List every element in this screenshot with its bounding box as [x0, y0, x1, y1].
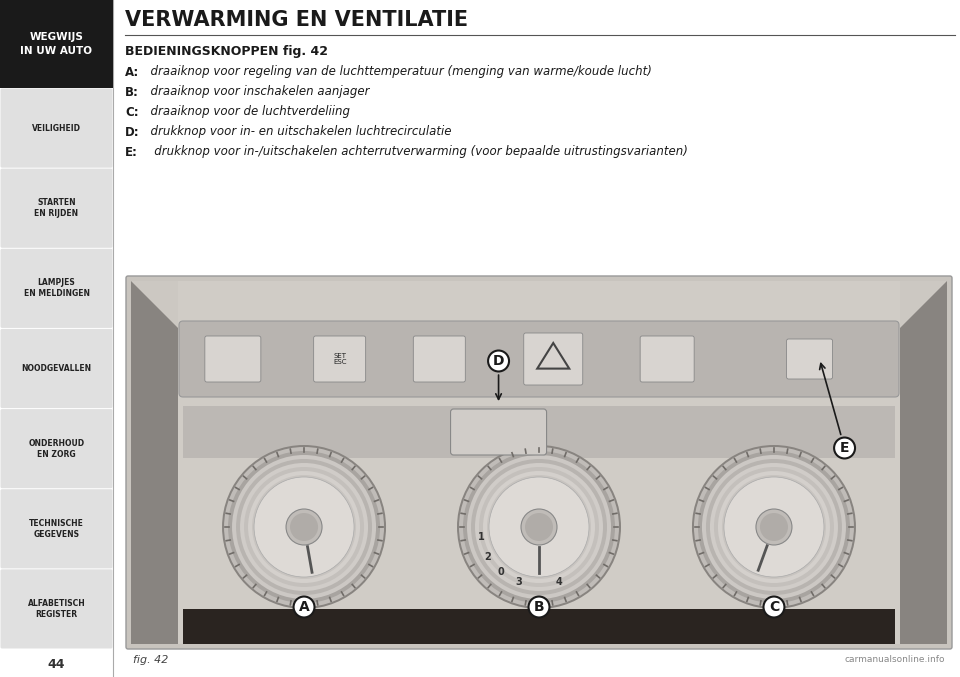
Text: draaiknop voor regeling van de luchttemperatuur (menging van warme/koude lucht): draaiknop voor regeling van de luchttemp… — [143, 66, 652, 79]
Bar — [178, 281, 900, 644]
FancyBboxPatch shape — [1, 248, 112, 328]
Text: A:: A: — [125, 66, 139, 79]
Circle shape — [692, 445, 856, 609]
Text: SET
ESC: SET ESC — [333, 353, 347, 366]
Circle shape — [698, 451, 850, 603]
FancyBboxPatch shape — [1, 569, 112, 649]
Circle shape — [463, 451, 615, 603]
Text: 2: 2 — [485, 552, 492, 561]
FancyBboxPatch shape — [450, 409, 546, 455]
Text: carmanualsonline.info: carmanualsonline.info — [845, 655, 945, 664]
Bar — [0, 0, 113, 88]
Circle shape — [228, 451, 380, 603]
Text: D:: D: — [125, 125, 139, 139]
Text: WEGWIJS
IN UW AUTO: WEGWIJS IN UW AUTO — [20, 32, 92, 56]
Circle shape — [722, 475, 826, 579]
FancyBboxPatch shape — [1, 329, 112, 408]
FancyBboxPatch shape — [1, 409, 112, 488]
Circle shape — [224, 447, 384, 607]
Text: ONDERHOUD
EN ZORG: ONDERHOUD EN ZORG — [29, 439, 84, 459]
Text: E: E — [820, 364, 850, 455]
FancyBboxPatch shape — [204, 336, 261, 382]
Text: draaiknop voor inschakelen aanjager: draaiknop voor inschakelen aanjager — [143, 85, 370, 98]
Circle shape — [718, 471, 830, 583]
Circle shape — [694, 447, 854, 607]
Circle shape — [525, 513, 553, 541]
Text: fig. 42: fig. 42 — [133, 655, 168, 665]
Circle shape — [475, 463, 603, 591]
Circle shape — [710, 463, 838, 591]
Circle shape — [457, 445, 621, 609]
Circle shape — [724, 477, 824, 577]
Text: E:: E: — [125, 146, 138, 158]
Text: LAMPJES
EN MELDINGEN: LAMPJES EN MELDINGEN — [23, 278, 89, 299]
Circle shape — [479, 467, 599, 587]
Text: ALFABETISCH
REGISTER: ALFABETISCH REGISTER — [28, 599, 85, 619]
Text: NOODGEVALLEN: NOODGEVALLEN — [21, 364, 91, 373]
Circle shape — [471, 459, 607, 595]
Circle shape — [248, 471, 360, 583]
Text: A: A — [299, 600, 309, 614]
Text: drukknop voor in- en uitschakelen luchtrecirculatie: drukknop voor in- en uitschakelen luchtr… — [143, 125, 451, 139]
Polygon shape — [131, 281, 178, 644]
Text: drukknop voor in-/uitschakelen achterrutverwarming (voor bepaalde uitrustingsvar: drukknop voor in-/uitschakelen achterrut… — [143, 146, 688, 158]
Circle shape — [252, 475, 356, 579]
Text: BEDIENINGSKNOPPEN fig. 42: BEDIENINGSKNOPPEN fig. 42 — [125, 45, 328, 58]
Text: 4: 4 — [556, 577, 563, 588]
Text: draaiknop voor de luchtverdeliing: draaiknop voor de luchtverdeliing — [143, 106, 350, 118]
FancyBboxPatch shape — [414, 336, 466, 382]
Circle shape — [244, 467, 364, 587]
Text: B:: B: — [125, 85, 139, 98]
Circle shape — [222, 445, 386, 609]
FancyBboxPatch shape — [179, 321, 899, 397]
Circle shape — [286, 509, 322, 545]
Circle shape — [236, 459, 372, 595]
FancyBboxPatch shape — [1, 489, 112, 569]
Circle shape — [489, 477, 589, 577]
Text: VEILIGHEID: VEILIGHEID — [32, 124, 81, 133]
Text: VERWARMING EN VENTILATIE: VERWARMING EN VENTILATIE — [125, 10, 468, 30]
Text: C:: C: — [125, 106, 138, 118]
Circle shape — [240, 463, 368, 591]
Text: 0: 0 — [497, 567, 504, 577]
Circle shape — [459, 447, 619, 607]
Text: TECHNISCHE
GEGEVENS: TECHNISCHE GEGEVENS — [29, 519, 84, 539]
Text: 3: 3 — [516, 577, 522, 588]
Bar — [131, 281, 947, 644]
Circle shape — [760, 513, 788, 541]
Polygon shape — [900, 281, 947, 644]
FancyBboxPatch shape — [126, 276, 952, 649]
FancyBboxPatch shape — [786, 339, 832, 379]
FancyBboxPatch shape — [1, 169, 112, 248]
Bar — [183, 406, 895, 458]
Circle shape — [756, 509, 792, 545]
Circle shape — [290, 513, 318, 541]
Text: STARTEN
EN RIJDEN: STARTEN EN RIJDEN — [35, 198, 79, 218]
Text: B: B — [534, 600, 544, 614]
Text: C: C — [769, 600, 780, 614]
Text: D: D — [492, 354, 504, 399]
Circle shape — [487, 475, 591, 579]
Circle shape — [702, 455, 846, 599]
Circle shape — [714, 467, 834, 587]
Circle shape — [467, 455, 611, 599]
Circle shape — [521, 509, 557, 545]
FancyBboxPatch shape — [1, 89, 112, 168]
FancyBboxPatch shape — [640, 336, 694, 382]
FancyBboxPatch shape — [524, 333, 583, 385]
Circle shape — [483, 471, 595, 583]
FancyBboxPatch shape — [314, 336, 366, 382]
Circle shape — [706, 459, 842, 595]
Text: 1: 1 — [477, 532, 484, 542]
Circle shape — [254, 477, 354, 577]
Circle shape — [232, 455, 376, 599]
Text: 44: 44 — [48, 659, 65, 672]
Bar — [183, 609, 895, 644]
